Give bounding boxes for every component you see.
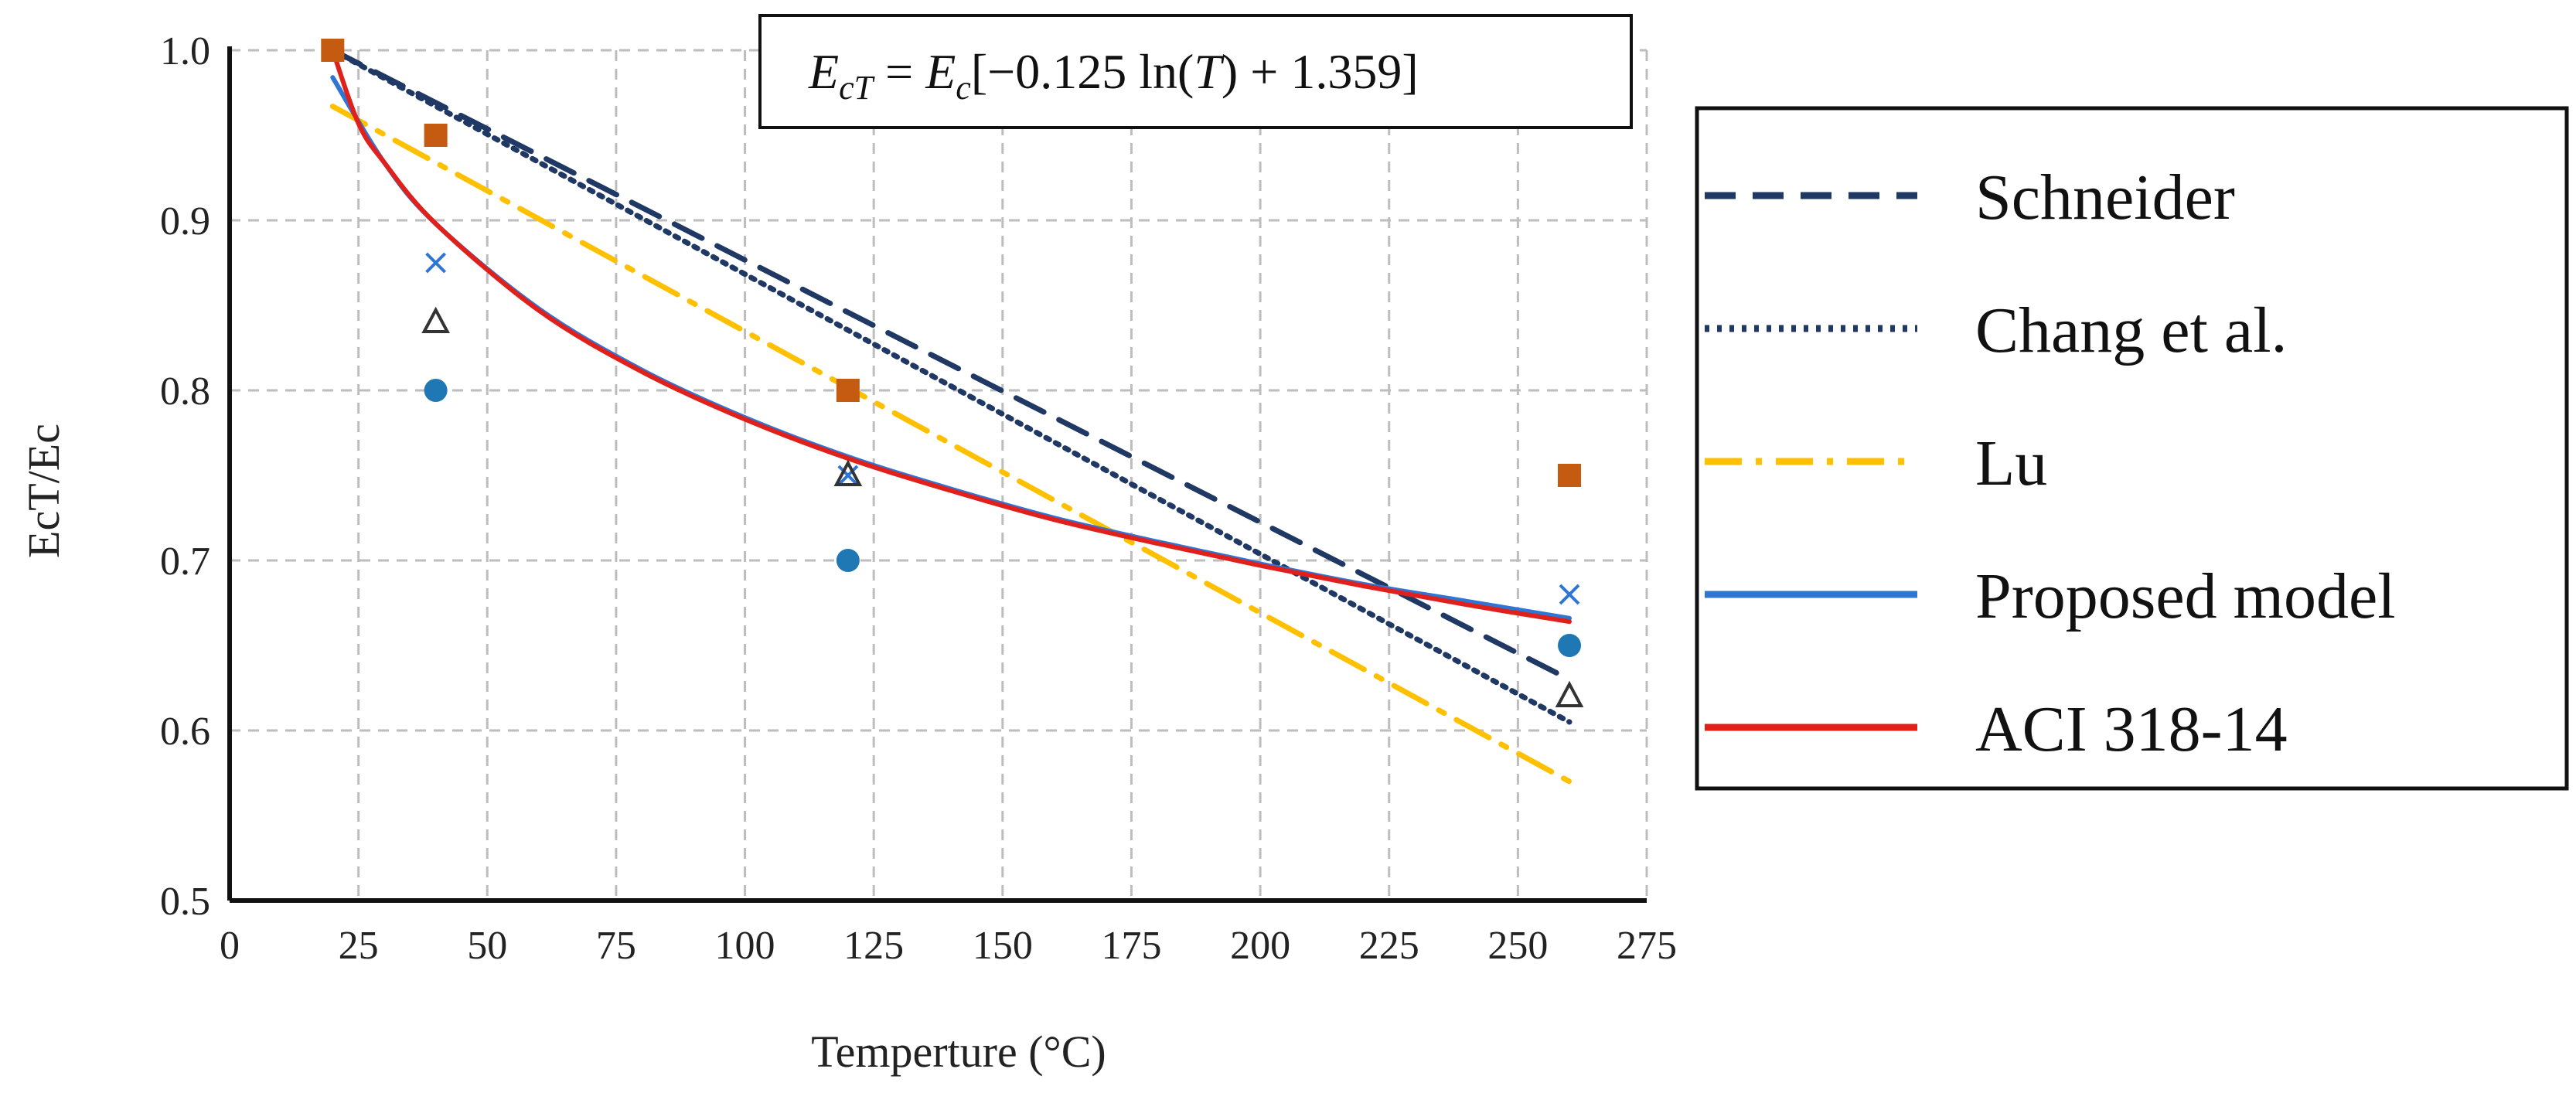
legend-label-schneider: Schneider [1975,162,2235,233]
marker-circle [424,379,448,402]
marker-cross [837,465,859,486]
series-line-aci-318-14 [330,48,1573,625]
y-tick-label: 1.0 [160,29,210,73]
legend-label-lu: Lu [1975,427,2047,499]
legend: Schneider Chang et al. Lu Proposed model ACI… [1695,106,2569,791]
x-tick-label: 0 [220,924,240,968]
marker-square [424,124,448,147]
marker-cross [1559,584,1580,605]
x-tick-label: 100 [715,924,775,968]
x-tick-label: 50 [467,924,507,968]
x-tick-label: 75 [596,924,636,968]
series-line-lu [329,104,1573,785]
x-tick-label: 25 [339,924,379,968]
marker-square [321,39,345,62]
marker-circle [1558,634,1582,657]
legend-label-chang-et-al: Chang et al. [1975,295,2288,366]
equation-text: EcT = Ec[−0.125 ln(T) + 1.359] [808,44,1419,107]
y-tick-label: 0.7 [160,540,210,584]
legend-label-aci-318-14: ACI 318-14 [1975,693,2288,765]
axes [227,46,1647,903]
y-axis-title: EcT/Ec [19,424,69,558]
marker-circle [836,549,860,572]
marker-triangle [421,306,450,333]
marker-triangle [833,459,863,486]
equation-box: EcT = Ec[−0.125 ln(T) + 1.359] [758,14,1633,129]
x-tick-label: 175 [1101,924,1161,968]
x-axis-title: Temperture (°C) [811,1027,1106,1077]
y-tick-label: 0.5 [160,880,210,924]
y-tick-label: 0.8 [160,369,210,414]
legend-label-proposed-model: Proposed model [1975,560,2396,632]
x-tick-label: 250 [1487,924,1548,968]
x-tick-label: 125 [843,924,904,968]
y-tick-label: 0.9 [160,199,210,243]
marker-square [1558,464,1582,487]
series-lines [329,47,1573,785]
tick-labels: 0 25 50 75 100 125 150 175 200 225 250 275 0.5 0.6 0.7… [160,29,1677,968]
data-markers [321,39,1584,707]
series-line-chang-et-al [329,47,1573,725]
marker-triangle [1555,680,1584,707]
grid [230,49,1648,901]
x-tick-label: 200 [1230,924,1290,968]
series-line-proposed-model [330,75,1573,621]
x-tick-label: 225 [1359,924,1419,968]
x-tick-label: 150 [973,924,1033,968]
x-tick-label: 275 [1617,924,1677,968]
marker-square [836,379,860,402]
series-line-schneider [329,47,1573,683]
legend-box [1695,106,2569,791]
marker-cross [425,252,447,274]
y-tick-label: 0.6 [160,710,210,754]
